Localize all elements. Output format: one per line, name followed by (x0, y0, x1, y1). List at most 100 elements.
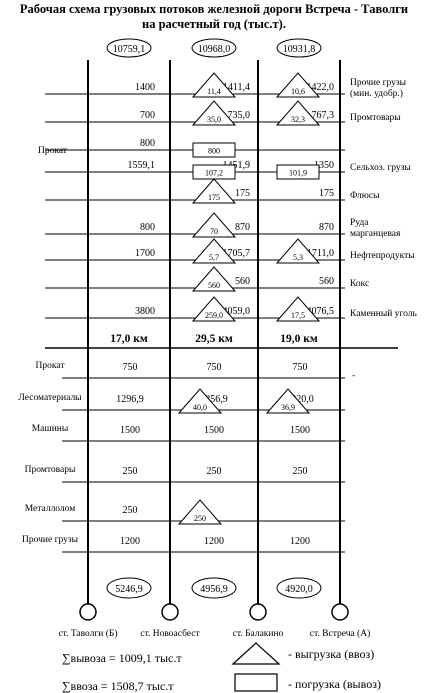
unloading-value: 560 (208, 281, 220, 290)
cargo-label: Прочие грузы (мин. удобр.) (350, 78, 407, 99)
flow-value: 750 (123, 362, 138, 373)
legend-sum-export: ∑вывоза = 1009,1 тыс.т (62, 651, 182, 665)
unloading-triangle (275, 72, 321, 98)
unloading-triangle (191, 296, 237, 322)
top-total-value: 10931,8 (283, 44, 316, 55)
flow-value: 1411,4 (223, 82, 250, 93)
flow-value: 870 (319, 222, 334, 233)
unloading-triangle (191, 178, 237, 204)
top-total-ellipse (191, 38, 237, 58)
legend-loading-text: - погрузка (вывоз) (288, 677, 381, 691)
unloading-triangle (265, 388, 311, 414)
flow-value: 1500 (290, 425, 310, 436)
unloading-triangle (275, 100, 321, 126)
cargo-label: Руда марганцевая (350, 218, 401, 239)
segment-distance: 19,0 км (280, 333, 318, 345)
loading-box (276, 164, 320, 180)
legend-sum-import: ∑ввоза = 1508,7 тыс.т (62, 679, 174, 693)
loading-value: 101,9 (289, 169, 307, 178)
unloading-triangle (177, 499, 223, 525)
unloading-triangle (191, 72, 237, 98)
flow-value: 750 (293, 362, 308, 373)
flow-value: 1350 (314, 160, 334, 171)
top-total-value: 10759,1 (113, 44, 146, 55)
flow-value: 700 (140, 110, 155, 121)
flow-value: 1500 (204, 425, 224, 436)
unloading-value: 40,0 (193, 403, 207, 412)
top-total-ellipse (106, 38, 152, 58)
unloading-value: 5,3 (293, 253, 303, 262)
flow-value: 1200 (290, 536, 310, 547)
cargo-label-left: Прокат (38, 146, 68, 156)
station-circle (79, 603, 97, 621)
cargo-label: Кокс (350, 279, 369, 289)
loading-value: 107,2 (205, 169, 223, 178)
cargo-label: Машины (32, 424, 69, 434)
unloading-triangle (191, 238, 237, 264)
top-total-value: 10968,0 (198, 44, 231, 55)
unloading-value: 250 (194, 514, 206, 523)
legend-box-icon (234, 673, 278, 692)
bottom-total-value: 5246,9 (115, 584, 143, 595)
flow-value: 4076,5 (307, 306, 335, 317)
flow-value: 250 (293, 466, 308, 477)
flow-value: 800 (140, 138, 155, 149)
station-name: ст. Таволги (Б) (58, 628, 117, 639)
flow-value: 1256,9 (200, 394, 228, 405)
unloading-triangle (191, 212, 237, 238)
unloading-value: 10,6 (291, 87, 305, 96)
flow-value: 870 (235, 222, 250, 233)
flow-value: 4059,0 (223, 306, 251, 317)
flow-value: 800 (140, 222, 155, 233)
segment-distance: 17,0 км (110, 333, 148, 345)
unloading-value: 32,3 (291, 115, 305, 124)
cargo-label: Нефтепродукты (350, 250, 415, 261)
station-circle (161, 603, 179, 621)
flow-value: 560 (235, 276, 250, 287)
cargo-label: Прочие грузы (22, 535, 79, 545)
title-line-2: на расчетный год (тыс.т). (142, 17, 286, 31)
flow-value: 1200 (204, 536, 224, 547)
unloading-triangle (191, 100, 237, 126)
unloading-value: 11,4 (207, 87, 221, 96)
cargo-label: Прокат (36, 361, 66, 371)
unloading-value: 175 (208, 193, 220, 202)
flow-value: 1700 (135, 248, 155, 259)
station-name: ст. Балакино (233, 629, 284, 639)
unloading-triangle (177, 388, 223, 414)
loading-box (192, 142, 236, 158)
flow-value: 1559,1 (128, 160, 156, 171)
station-circle (331, 603, 349, 621)
flow-value: 735,0 (228, 110, 251, 121)
flow-value: 1400 (135, 82, 155, 93)
bottom-total-ellipse (276, 577, 322, 599)
cargo-label: Промтовары (350, 113, 401, 123)
unloading-value: 17,5 (291, 311, 305, 320)
station-name: ст. Новоасбест (140, 628, 200, 639)
flow-value: 1711,0 (307, 248, 334, 259)
flow-value: 1220,0 (286, 394, 314, 405)
unloading-triangle (275, 238, 321, 264)
top-total-ellipse (276, 38, 322, 58)
bottom-total-ellipse (106, 577, 152, 599)
station-name: ст. Встреча (А) (310, 628, 371, 639)
unloading-value: 259,0 (205, 311, 223, 320)
flow-value: 1451,9 (223, 160, 251, 171)
flow-value: 1705,7 (223, 248, 251, 259)
cargo-label: Каменный уголь (350, 308, 417, 319)
flow-value: 1296,9 (116, 394, 144, 405)
unloading-triangle (191, 266, 237, 292)
unloading-value: 5,7 (209, 253, 219, 262)
flow-value: 175 (319, 188, 334, 199)
diagram-title: Рабочая схема грузовых потоков железной … (0, 2, 428, 32)
bottom-total-value: 4956,9 (200, 584, 228, 595)
flow-value: 767,3 (312, 110, 335, 121)
loading-value: 800 (208, 147, 220, 156)
title-line-1: Рабочая схема грузовых потоков железной … (19, 2, 409, 16)
unloading-value: 36,9 (281, 403, 295, 412)
legend-triangle-icon (231, 642, 281, 665)
cargo-label: Промтовары (25, 465, 76, 475)
flow-value: 750 (207, 362, 222, 373)
flow-value: 3800 (135, 306, 155, 317)
